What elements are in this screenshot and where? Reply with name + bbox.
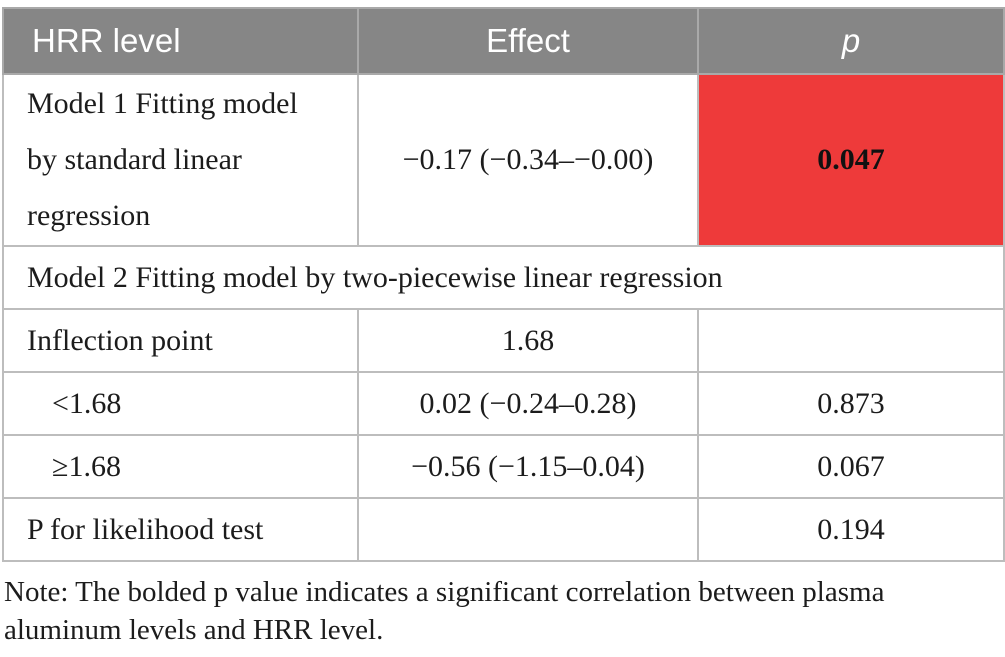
row-below-inflection: <1.68 0.02 (−0.24–0.28) 0.873 bbox=[2, 371, 1005, 436]
header-p-label: p bbox=[841, 22, 861, 59]
note-prefix: Note: The bolded bbox=[4, 576, 214, 608]
note-p-italic: p bbox=[213, 576, 229, 608]
below-label: <1.68 bbox=[2, 371, 359, 436]
above-effect: −0.56 (−1.15–0.04) bbox=[357, 434, 699, 499]
threshold-effect-table-wrap: HRR level Effect p Model 1 Fitting model… bbox=[2, 7, 1005, 562]
row-model1: Model 1 Fitting model by standard linear… bbox=[2, 73, 1005, 247]
below-p: 0.873 bbox=[697, 371, 1005, 436]
note-adjustments: Model 1, Model 2 adjusted age, BMI, dura… bbox=[4, 649, 1001, 657]
header-p: p bbox=[697, 7, 1005, 75]
model2-span-label: Model 2 Fitting model by two-piecewise l… bbox=[2, 245, 1005, 310]
header-effect: Effect bbox=[357, 7, 699, 75]
below-effect: 0.02 (−0.24–0.28) bbox=[357, 371, 699, 436]
model1-effect: −0.17 (−0.34–−0.00) bbox=[357, 73, 699, 247]
row-likelihood-test: P for likelihood test 0.194 bbox=[2, 497, 1005, 562]
model1-label: Model 1 Fitting model by standard linear… bbox=[2, 73, 359, 247]
inflection-label: Inflection point bbox=[2, 308, 359, 373]
note-significance: Note: The bolded p value indicates a sig… bbox=[4, 573, 1001, 649]
note-suffix: value indicates a significant correlatio… bbox=[4, 576, 885, 646]
row-model2-span: Model 2 Fitting model by two-piecewise l… bbox=[2, 245, 1005, 310]
above-p: 0.067 bbox=[697, 434, 1005, 499]
likelihood-label: P for likelihood test bbox=[2, 497, 359, 562]
row-above-inflection: ≥1.68 −0.56 (−1.15–0.04) 0.067 bbox=[2, 434, 1005, 499]
inflection-p bbox=[697, 308, 1005, 373]
table-notes: Note: The bolded p value indicates a sig… bbox=[4, 573, 1001, 657]
row-inflection-point: Inflection point 1.68 bbox=[2, 308, 1005, 373]
header-row: HRR level Effect p bbox=[2, 7, 1005, 75]
inflection-effect: 1.68 bbox=[357, 308, 699, 373]
likelihood-p: 0.194 bbox=[697, 497, 1005, 562]
model1-p-value-highlighted: 0.047 bbox=[697, 73, 1005, 247]
likelihood-effect bbox=[357, 497, 699, 562]
threshold-effect-table: HRR level Effect p Model 1 Fitting model… bbox=[2, 7, 1005, 562]
header-hrr-level: HRR level bbox=[2, 7, 359, 75]
above-label: ≥1.68 bbox=[2, 434, 359, 499]
